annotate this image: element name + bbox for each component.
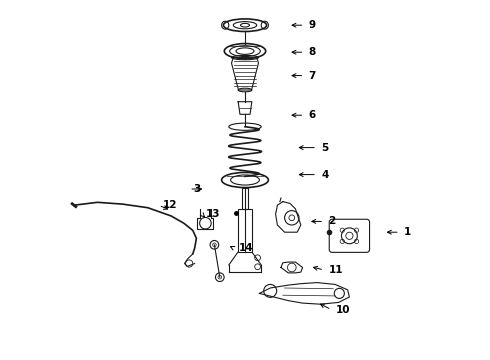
Text: 7: 7 (309, 71, 316, 81)
Text: 2: 2 (328, 216, 336, 226)
Text: 5: 5 (321, 143, 329, 153)
Text: 3: 3 (194, 184, 201, 194)
Text: 9: 9 (309, 20, 316, 30)
Text: 1: 1 (404, 227, 412, 237)
Text: 4: 4 (321, 170, 329, 180)
Text: 14: 14 (239, 243, 253, 253)
Text: 11: 11 (328, 265, 343, 275)
Bar (238, 209, 252, 252)
Bar (242, 188, 248, 209)
Text: 6: 6 (309, 110, 316, 120)
Text: 12: 12 (163, 200, 177, 210)
Text: 8: 8 (309, 47, 316, 57)
Text: 10: 10 (336, 305, 350, 315)
Text: 13: 13 (206, 209, 220, 219)
